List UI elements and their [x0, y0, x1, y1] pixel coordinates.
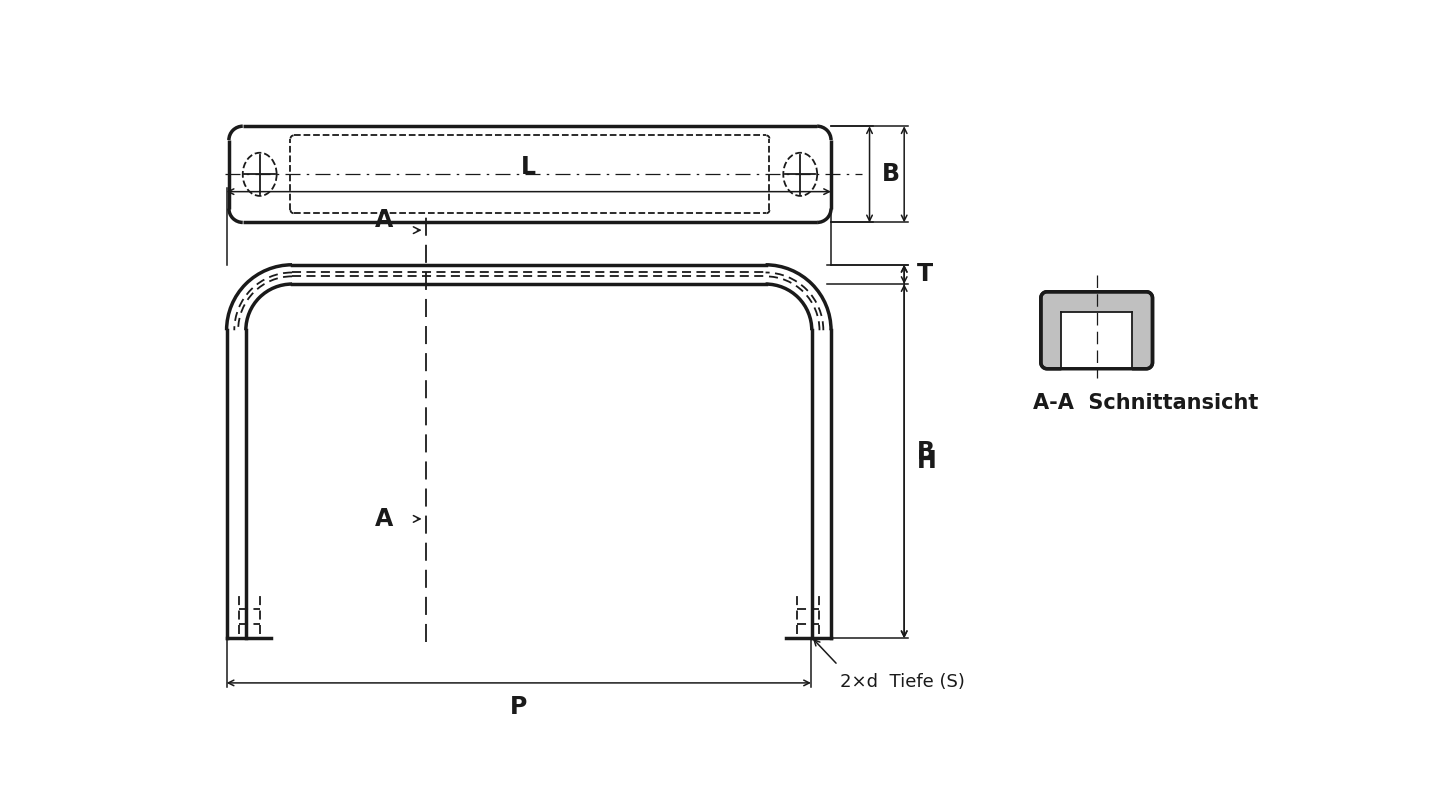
- Text: B: B: [881, 162, 900, 186]
- Text: A-A  Schnittansicht: A-A Schnittansicht: [1033, 394, 1259, 413]
- Polygon shape: [1061, 312, 1133, 373]
- Text: T: T: [916, 262, 932, 286]
- Text: A: A: [374, 507, 393, 531]
- Text: A: A: [374, 208, 393, 232]
- Text: P: P: [510, 696, 527, 719]
- Text: L: L: [522, 155, 536, 180]
- Polygon shape: [1040, 292, 1153, 369]
- Text: 2×d  Tiefe (S): 2×d Tiefe (S): [841, 673, 965, 691]
- Text: B: B: [916, 440, 935, 463]
- Text: H: H: [916, 449, 936, 473]
